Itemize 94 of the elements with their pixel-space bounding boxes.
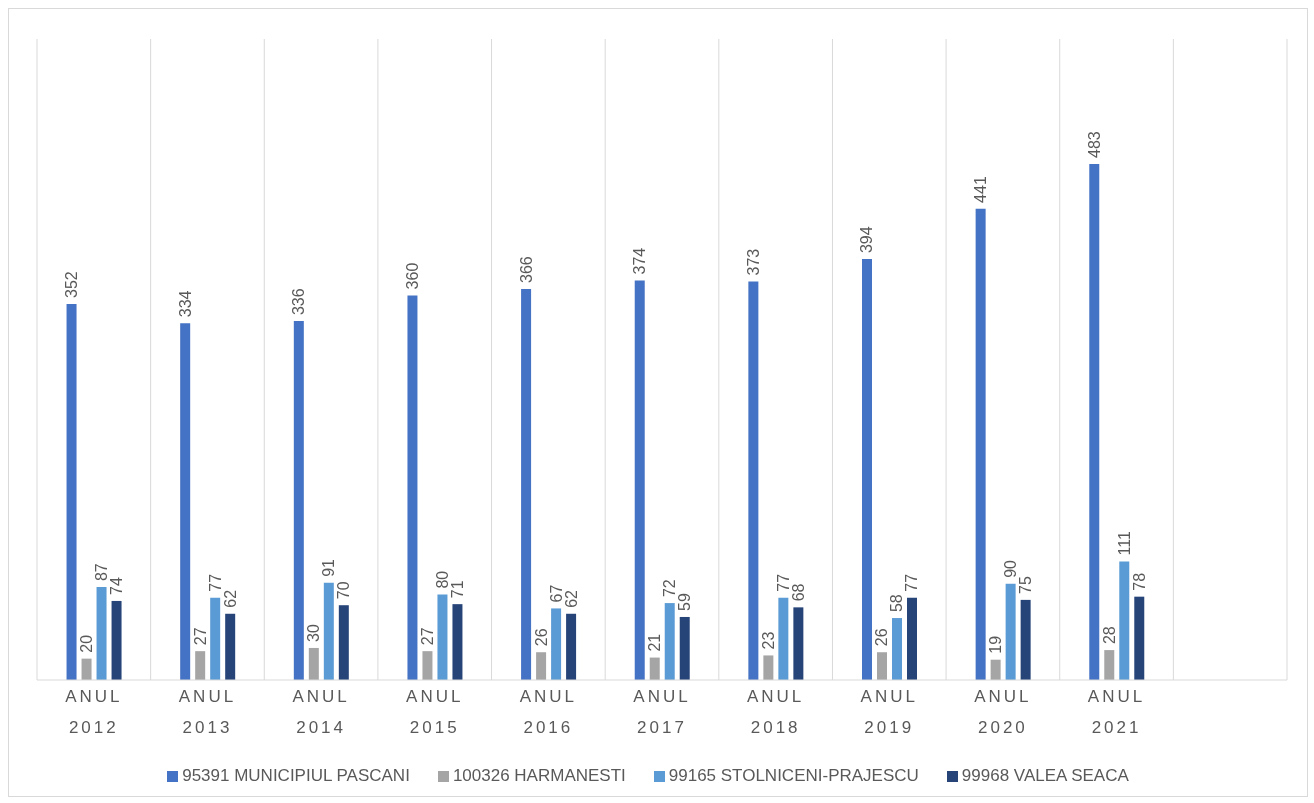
- data-label: 62: [562, 589, 580, 608]
- bar: [1020, 599, 1031, 680]
- bar: [1089, 164, 1100, 680]
- bar: [96, 587, 107, 680]
- data-label: 26: [532, 628, 550, 647]
- bar: [892, 618, 902, 680]
- bar: [634, 280, 645, 680]
- data-label: 80: [433, 570, 451, 589]
- x-tick-label: ANUL 2014: [292, 687, 350, 737]
- data-label: 27: [418, 627, 436, 646]
- bar: [748, 281, 759, 680]
- bar: [452, 604, 463, 680]
- data-label: 394: [858, 226, 876, 254]
- data-label: 483: [1085, 131, 1103, 158]
- x-tick-label: ANUL 2017: [633, 687, 691, 737]
- bar: [407, 295, 418, 680]
- bar: [763, 655, 774, 680]
- data-label: 74: [108, 577, 126, 595]
- data-label: 78: [1130, 572, 1148, 591]
- x-tick-label: ANUL 2020: [974, 687, 1032, 737]
- data-label: 77: [206, 573, 224, 592]
- data-label: 23: [759, 631, 777, 650]
- bar: [649, 657, 660, 680]
- bar: [566, 613, 577, 680]
- bar: [551, 608, 562, 680]
- x-tick-label: ANUL 2012: [65, 687, 123, 737]
- legend-label: 100326 HARMANESTI: [452, 766, 626, 785]
- data-label: 360: [403, 262, 421, 290]
- bar: [66, 303, 77, 680]
- bar: [521, 288, 532, 680]
- bar: [536, 652, 547, 680]
- bar: [877, 652, 887, 680]
- data-label: 77: [903, 573, 921, 592]
- bar: [323, 582, 334, 680]
- bar: [1005, 583, 1016, 680]
- x-tick-label: ANUL 2021: [1087, 687, 1146, 737]
- data-label: 441: [972, 176, 990, 203]
- data-label: 27: [191, 627, 209, 646]
- bar: [111, 600, 122, 680]
- legend-label: 99968 VALEA SEACA: [961, 766, 1129, 785]
- data-label: 334: [176, 290, 194, 318]
- bar: [422, 651, 433, 680]
- x-tick-label: ANUL 2013: [178, 687, 237, 737]
- bar: [664, 603, 675, 680]
- data-label: 26: [873, 628, 891, 647]
- legend-label: 99165 STOLNICENI-PRAJESCU: [668, 766, 919, 785]
- bar: [210, 597, 221, 680]
- bar: [679, 616, 690, 680]
- data-label: 70: [335, 581, 353, 600]
- data-label: 68: [789, 583, 807, 602]
- data-label: 58: [888, 594, 906, 613]
- data-label: 19: [987, 635, 1005, 654]
- bar: [975, 208, 986, 680]
- data-label: 75: [1017, 575, 1035, 594]
- data-label: 373: [744, 248, 762, 276]
- data-label: 72: [661, 579, 679, 598]
- bar: [308, 647, 319, 680]
- data-label: 20: [78, 634, 96, 653]
- data-label: 374: [631, 247, 649, 275]
- x-tick-label: ANUL 2019: [860, 687, 918, 737]
- data-label: 366: [517, 256, 535, 283]
- x-tick-label: ANUL 2015: [406, 687, 464, 737]
- data-label: 87: [93, 563, 111, 582]
- data-label: 62: [221, 589, 239, 608]
- bar: [990, 659, 1001, 680]
- data-label: 90: [1002, 559, 1020, 578]
- bar: [778, 597, 789, 680]
- data-label: 21: [646, 633, 664, 652]
- bar: [437, 594, 448, 680]
- data-label: 30: [305, 624, 323, 642]
- bar: [180, 323, 191, 680]
- data-label: 111: [1115, 530, 1133, 556]
- data-label: 91: [320, 558, 338, 577]
- data-label: 352: [63, 271, 81, 298]
- bar: [862, 259, 872, 680]
- bar: [1134, 596, 1145, 680]
- bar: [338, 605, 349, 680]
- x-tick-label: ANUL 2018: [746, 687, 805, 737]
- data-label: 71: [448, 580, 466, 599]
- bar: [195, 651, 206, 680]
- data-label: 336: [290, 288, 308, 316]
- data-label: 67: [547, 584, 565, 603]
- data-label: 77: [774, 573, 792, 592]
- bar: [1104, 650, 1115, 680]
- bar: [1119, 561, 1130, 680]
- data-label: 59: [676, 593, 694, 611]
- bar: [907, 597, 917, 680]
- legend-label: 95391 MUNICIPIUL PASCANI: [182, 766, 410, 785]
- bar: [225, 613, 236, 680]
- bar: [81, 658, 92, 680]
- bar: [793, 607, 804, 680]
- x-tick-label: ANUL 2016: [519, 687, 578, 737]
- data-label: 28: [1100, 626, 1118, 645]
- bar: [293, 321, 304, 680]
